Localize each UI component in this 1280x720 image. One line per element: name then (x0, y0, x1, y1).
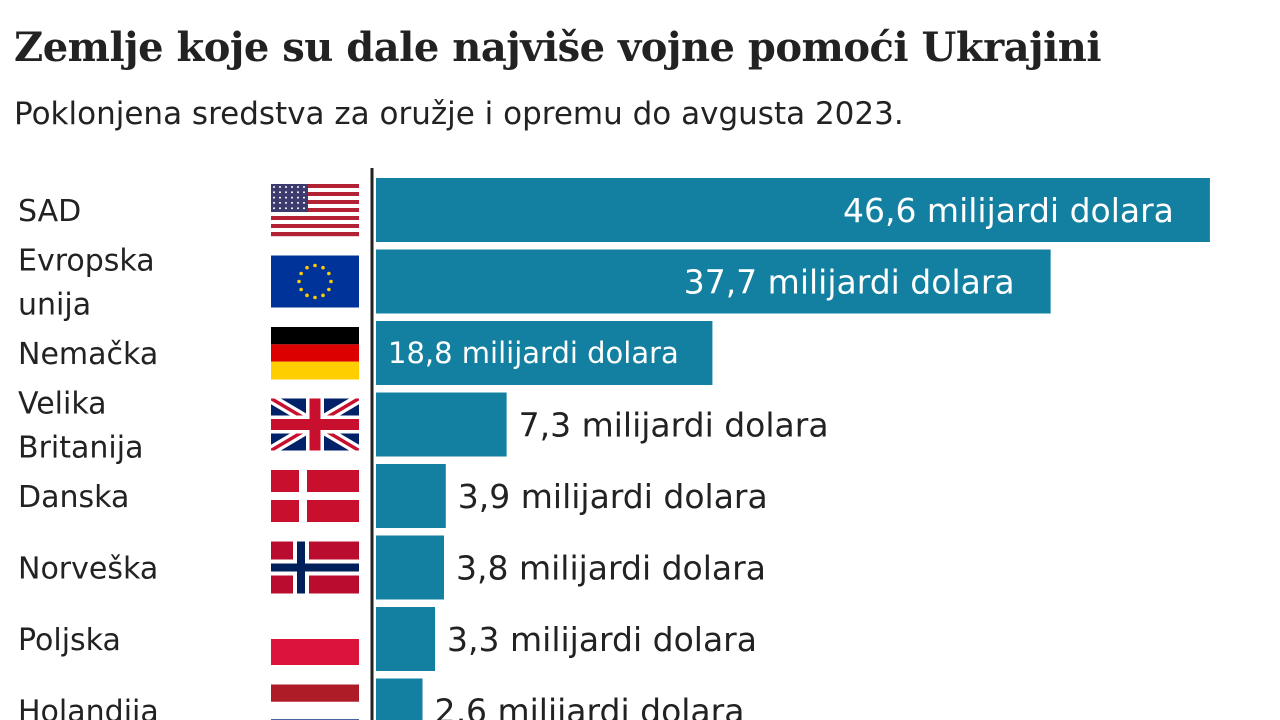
bar (376, 321, 713, 385)
value-label: 2,6 milijardi dolara (435, 692, 745, 720)
category-label: Evropska (18, 244, 155, 279)
value-label: 18,8 milijardi dolara (388, 336, 679, 370)
eu-flag-icon (271, 255, 359, 308)
bar (376, 464, 446, 528)
bar (376, 178, 1210, 242)
category-label: Danska (18, 480, 129, 515)
netherlands-flag-icon (271, 684, 359, 720)
denmark-flag-icon (271, 470, 359, 522)
category-label: SAD (18, 194, 81, 229)
category-label: unija (18, 288, 91, 323)
category-label: Nemačka (18, 337, 158, 372)
norway-flag-icon (271, 541, 359, 594)
value-label: 7,3 milijardi dolara (519, 406, 829, 445)
bar (376, 607, 436, 671)
poland-flag-icon (271, 613, 359, 665)
germany-flag-icon (271, 327, 359, 380)
chart-subtitle: Poklonjena sredstva za oružje i opremu d… (14, 96, 904, 132)
category-label: Holandija (18, 695, 159, 720)
bar (376, 678, 423, 720)
value-label: 3,9 milijardi dolara (458, 477, 768, 516)
value-label: 46,6 milijardi dolara (843, 191, 1174, 230)
category-label: Poljska (18, 623, 121, 658)
category-label: Velika (18, 387, 107, 422)
bar (376, 535, 444, 600)
uk-flag-icon (271, 398, 359, 451)
category-label: Britanija (18, 431, 143, 466)
chart-title: Zemlje koje su dale najviše vojne pomoći… (14, 24, 1102, 71)
bar (376, 392, 507, 457)
usa-flag-icon (271, 184, 359, 237)
bar (376, 249, 1051, 314)
category-label: Norveška (18, 552, 158, 587)
value-label: 37,7 milijardi dolara (684, 263, 1015, 302)
value-label: 3,3 milijardi dolara (447, 620, 757, 659)
value-label: 3,8 milijardi dolara (456, 549, 766, 588)
